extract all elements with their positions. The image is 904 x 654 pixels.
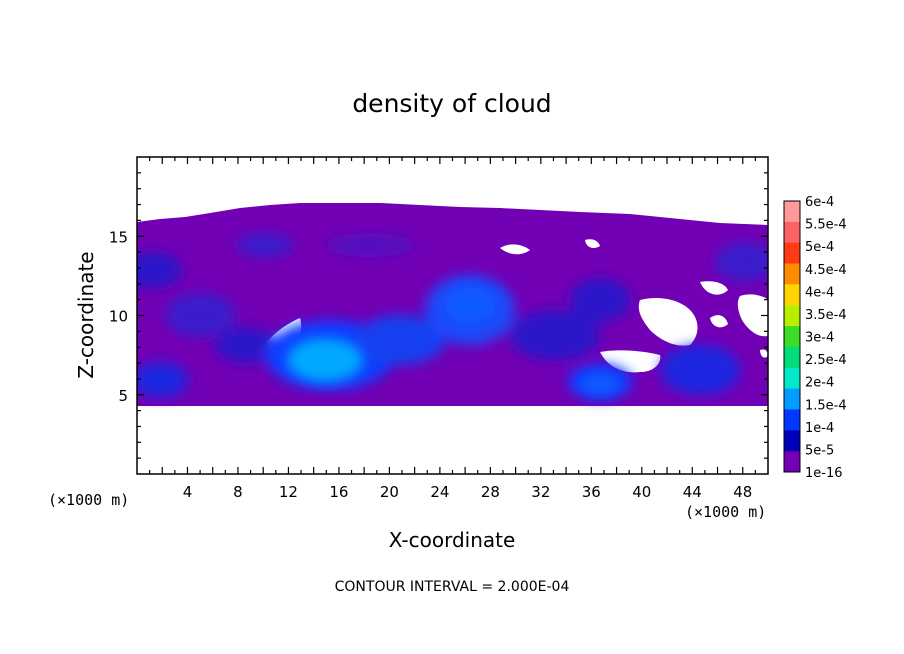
x-tick-label: 36 [582,483,601,501]
colorbar-swatch [784,326,800,348]
colorbar-label: 3.5e-4 [805,308,847,323]
colorbar-label: 5.5e-4 [805,218,847,233]
y-tick-label: 15 [109,228,128,246]
colorbar-swatch [784,242,800,265]
x-tick-label: 20 [380,483,399,501]
peak-density-cores [287,287,620,394]
y-tick-label: 10 [109,308,128,326]
y-axis-title: Z-coordinate [74,251,98,378]
x-tick-labels: 4 8 12 16 20 24 28 32 36 40 44 48 [183,483,753,501]
y-tick-label: 5 [118,387,128,405]
colorbar-label: 4.5e-4 [805,263,847,278]
colorbar-label: 1e-4 [805,421,834,436]
x-tick-label: 32 [531,483,550,501]
x-tick-label: 24 [430,483,449,501]
colorbar-swatch [784,263,800,285]
x-unit-left: (×1000 m) [48,491,129,509]
colorbar-label: 4e-4 [805,285,834,300]
colorbar-label: 6e-4 [805,195,834,210]
y-tick-labels: 5 10 15 [109,228,128,405]
plot-area [137,203,768,406]
colorbar-swatch [784,201,800,223]
colorbar-label: 2.5e-4 [805,353,847,368]
colorbar-swatch [784,346,800,369]
x-tick-label: 16 [329,483,348,501]
colorbar-label: 2e-4 [805,376,834,391]
colorbar-swatch [784,305,800,327]
x-tick-label: 12 [279,483,298,501]
colorbar-frame [783,200,801,473]
contour-interval-label: CONTOUR INTERVAL = 2.000E-04 [335,579,570,595]
colorbar-label: 1.5e-4 [805,398,847,413]
colorbar-swatch [784,367,800,390]
colorbar-swatch [784,430,800,452]
x-unit-right: (×1000 m) [685,503,766,521]
axis-ticks [137,157,768,474]
colorbar-label: 3e-4 [805,331,834,346]
colorbar-swatch [784,409,800,431]
x-tick-label: 44 [683,483,702,501]
x-tick-label: 28 [481,483,500,501]
colorbar-swatch [784,221,800,244]
x-tick-label: 8 [233,483,243,501]
colorbar-label: 1e-16 [805,466,843,481]
x-tick-label: 4 [183,483,193,501]
colorbar-swatch [784,388,800,410]
x-tick-label: 48 [733,483,752,501]
colorbar-swatch [784,284,800,306]
chart-title: density of cloud [352,89,551,118]
x-tick-label: 40 [632,483,651,501]
colorbar-label: 5e-5 [805,443,834,458]
x-axis-title: X-coordinate [389,528,516,552]
colorbar: 6e-4 5.5e-4 5e-4 4.5e-4 4e-4 3.5e-4 3e-4 2.5e-4… [783,195,847,481]
colorbar-label: 5e-4 [805,240,834,255]
colorbar-swatch [784,451,800,473]
